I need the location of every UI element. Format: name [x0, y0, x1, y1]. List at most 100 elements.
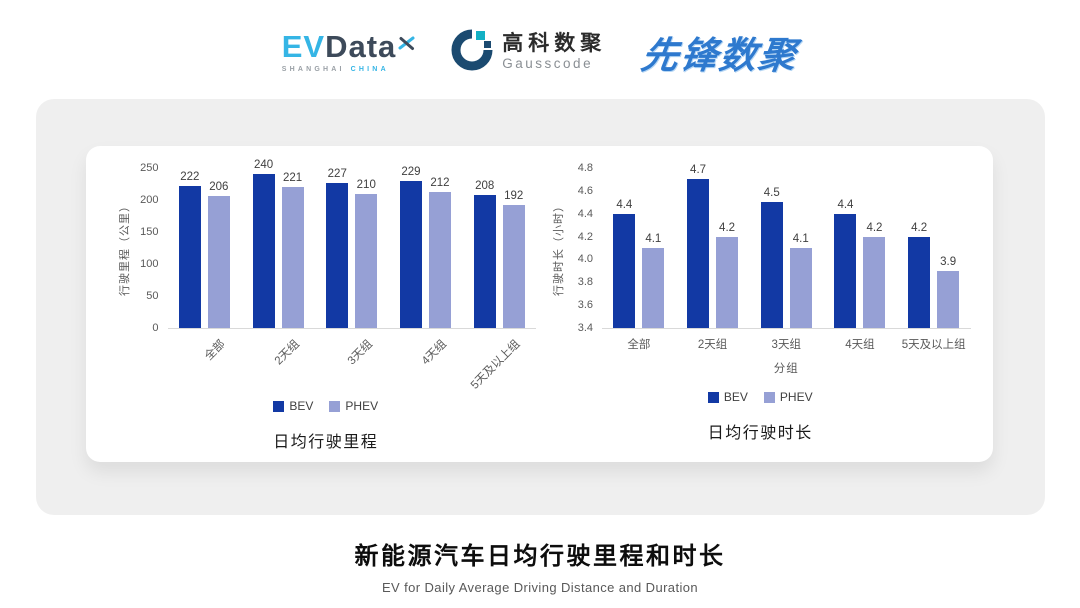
chart-body: 行驶里程（公里） 0 50 100 150 200 250 222 206 240 221 227 21… [116, 159, 536, 392]
data-label: 4.2 [866, 221, 883, 234]
evdata-subtext: SHANGHAI CHINA [282, 66, 416, 73]
y-tick-label: 150 [140, 226, 159, 238]
plot-area: 222 206 240 221 227 210 229 212 208 192 [167, 159, 536, 329]
x-tick-label: 全部 [168, 329, 242, 385]
y-tick-label: 250 [140, 162, 159, 174]
x-tick-label: 5天及以上组 [462, 329, 536, 392]
data-label: 3.9 [940, 255, 957, 268]
bar-group: 229 212 [389, 166, 463, 328]
evdata-spark-x-icon [398, 25, 415, 56]
x-tick-label: 3天组 [315, 329, 389, 385]
header-logo-bar: EV Data SHANGHAI CHINA 高科数聚 Gausscode [0, 0, 1080, 84]
plot-column: 4.4 4.1 4.7 4.2 4.5 4.1 4.4 4.2 4.2 3.9 全部 2天组 3天组 4天… [602, 164, 971, 376]
x-tick-label-text: 全部 [203, 338, 228, 363]
data-label: 4.4 [837, 198, 854, 211]
legend-swatch-bev [707, 391, 719, 403]
data-label: 4.2 [911, 221, 928, 234]
pioneer-data-logo: 先锋数聚 [638, 35, 801, 76]
chart-panel: 行驶里程（公里） 0 50 100 150 200 250 222 206 240 221 227 21… [85, 146, 993, 462]
x-tick-label: 4天组 [389, 329, 463, 385]
data-label: 4.1 [645, 233, 662, 245]
data-label: 210 [356, 178, 376, 191]
evdata-logo: EV Data SHANGHAI CHINA [282, 31, 416, 73]
legend-item-bev: BEV [707, 390, 748, 404]
x-tick-label-text: 2天组 [697, 339, 728, 351]
bar-phev: 4.1 [789, 233, 812, 328]
plot-column: 222 206 240 221 227 210 229 212 208 192 全部 2天组 3天组 4天… [167, 159, 536, 392]
bar-group: 208 192 [462, 168, 536, 328]
bar-phev: 3.9 [937, 256, 960, 328]
data-label: 221 [282, 171, 303, 184]
bar-bev: 4.7 [687, 164, 710, 328]
y-axis-title-text: 行驶里程（公里） [118, 200, 131, 296]
y-tick-label: 4.6 [577, 184, 593, 197]
y-tick-label: 4.4 [577, 207, 593, 220]
gausscode-logo: 高科数聚 Gausscode [451, 29, 606, 76]
y-axis-ticks: 0 50 100 150 200 250 [132, 162, 168, 334]
legend-item-bev: BEV [273, 399, 313, 413]
gausscode-cn-text: 高科数聚 [502, 32, 607, 56]
evdata-subtext-shanghai: SHANGHAI [281, 66, 345, 73]
x-axis-labels: 全部 2天组 3天组 4天组 5天及以上组 [602, 329, 971, 356]
bar-phev: 221 [281, 172, 304, 328]
bar-bev: 229 [399, 166, 422, 328]
data-label: 229 [401, 166, 421, 179]
gausscode-wordmark: 高科数聚 Gausscode [502, 32, 606, 72]
x-axis-title: 分组 [773, 363, 799, 375]
data-label: 192 [504, 190, 524, 203]
chart-subtitle: 日均行驶里程 [273, 434, 379, 451]
x-tick-label-text: 2天组 [272, 338, 302, 368]
legend-label: BEV [289, 399, 314, 413]
legend: BEV PHEV [116, 399, 537, 413]
bar-group: 227 210 [315, 168, 389, 328]
x-tick-label: 2天组 [241, 329, 315, 385]
bar-phev: 210 [355, 179, 378, 328]
data-label: 206 [209, 181, 229, 194]
data-label: 4.7 [690, 164, 707, 177]
main-title: 新能源汽车日均行驶里程和时长 [354, 543, 726, 570]
legend-swatch-phev [763, 391, 775, 403]
evdata-subtext-china: CHINA [350, 66, 389, 73]
x-tick-label: 2天组 [676, 336, 750, 356]
y-tick-label: 4.2 [577, 230, 593, 243]
gausscode-en-text: Gausscode [502, 56, 594, 72]
bar-phev: 4.2 [716, 222, 739, 328]
bar-group: 4.2 3.9 [897, 168, 971, 328]
main-subtitle: EV for Daily Average Driving Distance an… [381, 580, 699, 595]
daily-driving-distance-chart: 行驶里程（公里） 0 50 100 150 200 250 222 206 240 221 227 21… [116, 159, 537, 462]
bar-phev: 212 [428, 177, 451, 328]
evdata-wordmark: EV Data [282, 31, 416, 62]
y-axis-ticks: 3.4 3.6 3.8 4.0 4.2 4.4 4.6 4.8 [566, 162, 602, 334]
data-label: 4.1 [792, 233, 809, 245]
evdata-data-text: Data [325, 29, 397, 64]
gausscode-g-icon [451, 29, 493, 76]
y-tick-label: 3.6 [577, 299, 593, 312]
y-tick-label: 100 [140, 258, 159, 270]
bar-bev: 4.4 [834, 199, 857, 328]
x-tick-label-text: 3天组 [771, 339, 801, 351]
y-tick-label: 3.4 [577, 322, 593, 334]
bar-bev: 4.2 [908, 222, 931, 328]
x-tick-label: 5天及以上组 [897, 336, 971, 356]
x-tick-label-text: 5天及以上组 [901, 339, 966, 351]
legend-label: BEV [723, 390, 748, 404]
y-tick-label: 200 [140, 194, 159, 206]
bar-bev: 4.5 [760, 187, 783, 328]
data-label: 212 [430, 177, 450, 190]
bar-group: 4.5 4.1 [749, 168, 823, 328]
x-tick-label-text: 3天组 [346, 338, 376, 368]
data-label: 4.5 [763, 187, 780, 200]
legend: BEV PHEV [550, 390, 971, 404]
daily-driving-duration-chart: 行驶时长（小时） 3.4 3.6 3.8 4.0 4.2 4.4 4.6 4.8 4.4 4.1 4.… [550, 162, 971, 462]
x-tick-label-text: 4天组 [845, 339, 875, 351]
bar-bev: 4.4 [613, 199, 636, 328]
bar-bev: 227 [326, 168, 349, 328]
x-tick-label: 3天组 [749, 336, 823, 356]
data-label: 222 [180, 170, 200, 183]
data-label: 227 [327, 167, 347, 180]
chart-card: 行驶里程（公里） 0 50 100 150 200 250 222 206 240 221 227 21… [35, 99, 1045, 515]
bar-group: 222 206 [168, 168, 242, 328]
bar-group: 240 221 [241, 159, 315, 328]
legend-item-phev: PHEV [329, 399, 378, 413]
legend-label: PHEV [345, 399, 379, 413]
